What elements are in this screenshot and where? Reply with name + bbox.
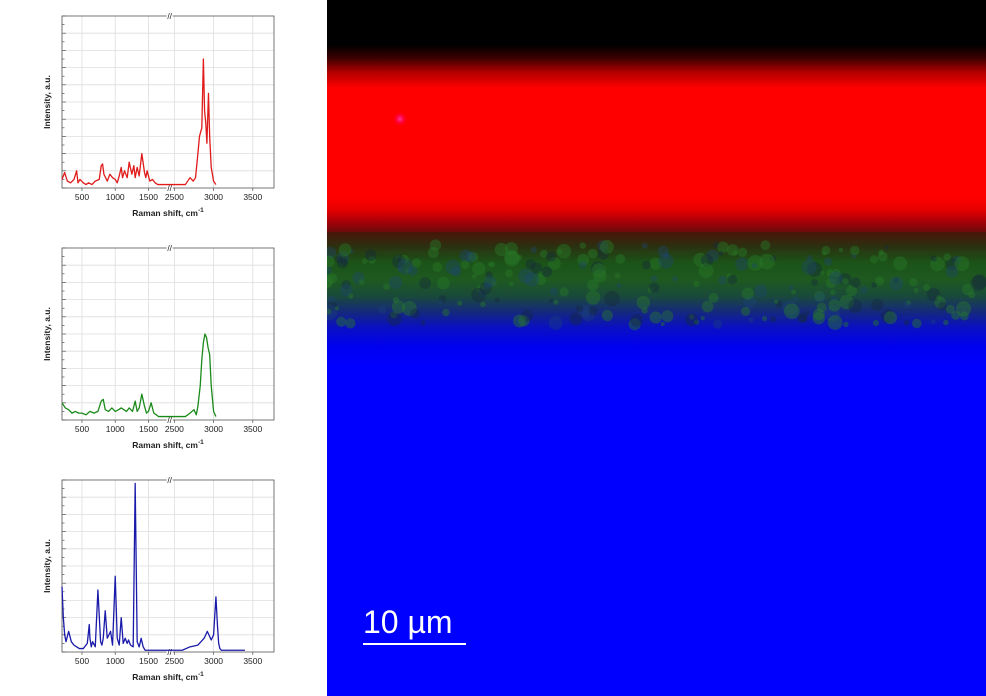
axis-break-mark: // [167,475,172,485]
x-tick-label: 3000 [204,424,223,434]
spectrum-line-0 [61,58,217,186]
axis-break-mark: // [167,183,172,193]
axis-break-mark: // [167,243,172,253]
raman-spectrum-red-chart: // // 500 1000 1500 2500 3000 3500 Raman shift, … [42,11,275,218]
x-tick-label: 2500 [165,424,184,434]
x-tick-label: 3000 [204,192,223,202]
axis-break-mark: // [167,647,172,657]
x-tick-label: 500 [75,656,89,666]
x-tick-label: 3500 [243,656,262,666]
x-tick-label: 3500 [243,424,262,434]
x-tick-label: 3000 [204,656,223,666]
y-axis-title: Intensity, a.u. [42,307,52,361]
blue-transition-layer [327,327,986,367]
x-tick-label: 500 [75,192,89,202]
x-tick-label: 1500 [139,656,158,666]
axis-break-mark: // [167,415,172,425]
raman-spectrum-blue-chart: // // 500 1000 1500 2500 3000 3500 Raman shift, … [42,475,275,682]
x-tick-label: 1500 [139,192,158,202]
black-background-layer [327,0,986,92]
x-tick-label: 2500 [165,192,184,202]
x-axis-title: Raman shift, cm-1 [132,207,204,218]
x-axis-title: Raman shift, cm-1 [132,439,204,450]
grid [61,480,274,652]
x-tick-label: 1000 [106,192,125,202]
red-coating-layer [327,92,986,232]
spectra-panel: // // 500 1000 1500 2500 3000 3500 Raman shift, … [0,0,327,696]
spectrum-line-0 [61,333,217,418]
interface-texture [327,239,986,331]
green-interface-layer [327,232,986,327]
axis-break-mark: // [167,11,172,21]
scale-bar-label: 10 µm [363,604,453,640]
grid [61,248,274,420]
x-tick-label: 3500 [243,192,262,202]
x-axis-title: Raman shift, cm-1 [132,671,204,682]
pink-speck [394,113,406,125]
x-tick-label: 500 [75,424,89,434]
spectrum-line-0 [61,482,245,651]
x-axis-title-superscript: -1 [198,207,204,214]
raman-image-map: 10 µm [327,0,986,696]
raman-spectrum-green-chart: // // 500 1000 1500 2500 3000 3500 Raman shift, … [42,243,275,450]
scale-bar [363,643,466,645]
x-tick-label: 1000 [106,424,125,434]
x-tick-label: 2500 [165,656,184,666]
y-axis-title: Intensity, a.u. [42,75,52,129]
x-tick-label: 1500 [139,424,158,434]
grid [61,16,274,188]
texture-overlay [327,239,986,331]
x-tick-label: 1000 [106,656,125,666]
x-axis-title-superscript: -1 [198,439,204,446]
y-axis-title: Intensity, a.u. [42,539,52,593]
x-axis-title-superscript: -1 [198,671,204,678]
